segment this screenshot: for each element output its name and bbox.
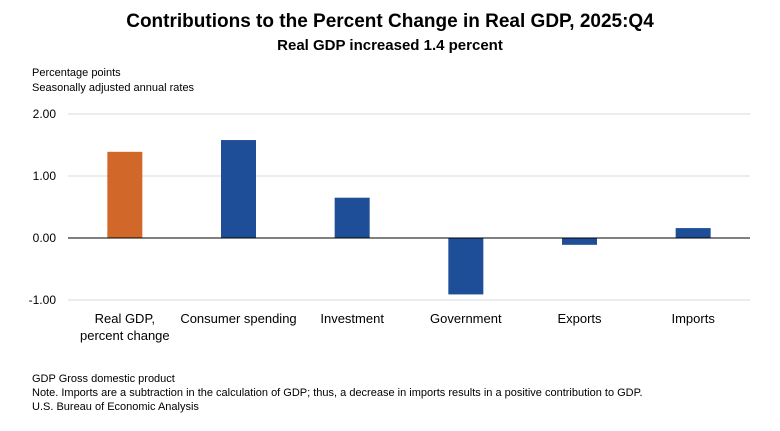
chart-subtitle: Real GDP increased 1.4 percent	[277, 37, 503, 54]
x-category-label: Real GDP, percent change	[80, 311, 170, 343]
x-category-label: Investment	[320, 311, 384, 326]
y-axis-note-label: Seasonally adjusted annual rates	[32, 82, 195, 94]
footnote-imports-note: Note. Imports are a subtraction in the c…	[32, 387, 643, 399]
x-category-label: Consumer spending	[180, 311, 296, 326]
y-tick-label: -1.00	[29, 293, 57, 307]
bar	[221, 140, 256, 238]
x-category-label: Government	[430, 311, 502, 326]
x-category-label: Exports	[557, 311, 602, 326]
bar	[448, 238, 484, 295]
y-tick-label: 0.00	[33, 231, 57, 245]
footnote-gdp-definition: GDP Gross domestic product	[32, 373, 175, 385]
bar	[107, 151, 143, 238]
chart-title: Contributions to the Percent Change in R…	[126, 11, 654, 32]
bar	[562, 238, 597, 245]
y-axis-unit-label: Percentage points	[32, 67, 121, 79]
bar	[675, 228, 711, 238]
bar	[334, 197, 370, 238]
y-tick-label: 2.00	[33, 107, 57, 121]
footnote-source: U.S. Bureau of Economic Analysis	[32, 401, 199, 413]
x-category-label: Imports	[671, 311, 715, 326]
y-tick-label: 1.00	[33, 169, 57, 183]
